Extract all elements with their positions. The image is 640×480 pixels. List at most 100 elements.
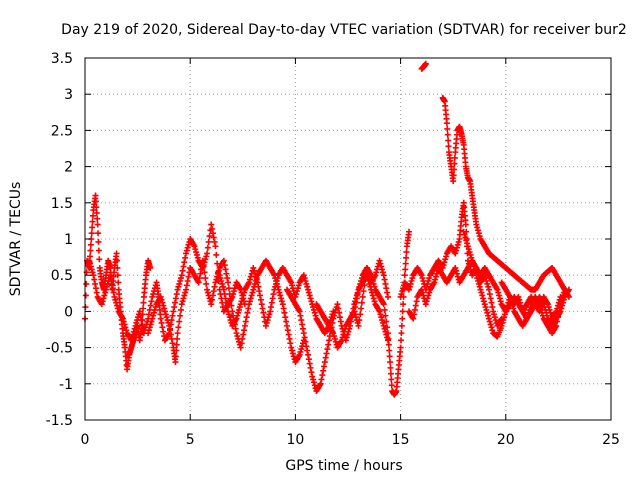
data-point <box>298 317 305 324</box>
data-point <box>305 351 312 358</box>
data-point <box>214 260 221 267</box>
data-point <box>385 335 392 342</box>
data-point <box>172 359 179 366</box>
data-point <box>172 295 179 302</box>
data-point <box>257 292 264 299</box>
data-point <box>377 260 384 267</box>
data-point <box>413 298 420 305</box>
data-point <box>228 302 235 309</box>
data-point <box>455 238 462 245</box>
data-point <box>469 260 476 267</box>
data-point <box>285 331 292 338</box>
data-point <box>357 311 364 318</box>
data-point <box>355 322 362 329</box>
data-point <box>464 243 471 250</box>
data-point <box>494 286 501 293</box>
data-point <box>160 302 167 309</box>
data-point <box>185 273 192 280</box>
data-point <box>199 257 206 264</box>
data-point <box>224 304 231 311</box>
data-point <box>462 221 469 228</box>
data-point <box>334 301 341 308</box>
data-point <box>152 304 159 311</box>
data-point <box>484 309 491 316</box>
data-point <box>174 335 181 342</box>
data-point <box>411 311 418 318</box>
data-point <box>422 301 429 308</box>
data-point <box>386 353 393 360</box>
data-point <box>337 314 344 321</box>
data-point <box>237 301 244 308</box>
data-point <box>408 277 415 284</box>
data-point <box>264 317 271 324</box>
data-point <box>369 277 376 284</box>
data-point <box>93 209 100 216</box>
data-point <box>331 335 338 342</box>
data-point <box>412 302 419 309</box>
data-point <box>133 319 140 326</box>
data-point <box>223 299 230 306</box>
series-group <box>351 228 413 398</box>
data-point <box>246 276 253 283</box>
data-point <box>182 250 189 257</box>
data-point <box>221 291 228 298</box>
data-point <box>300 330 307 337</box>
data-point <box>305 289 312 296</box>
data-point <box>213 276 220 283</box>
data-point <box>496 292 503 299</box>
data-point <box>175 324 182 331</box>
data-point <box>406 286 413 293</box>
data-point <box>243 314 250 321</box>
data-point <box>301 334 308 341</box>
data-point <box>303 343 310 350</box>
data-point <box>403 254 410 261</box>
y-tick-label: -1 <box>59 377 73 393</box>
data-point <box>445 143 452 150</box>
x-tick-label: 20 <box>497 432 515 448</box>
data-point <box>524 312 531 319</box>
data-point <box>369 292 376 299</box>
data-point <box>169 340 176 347</box>
data-point <box>450 178 457 185</box>
data-point <box>384 330 391 337</box>
y-tick-label: 2.5 <box>51 123 73 139</box>
data-point <box>289 347 296 354</box>
data-point <box>474 224 481 231</box>
data-point <box>383 318 390 325</box>
data-point <box>158 319 165 326</box>
data-point <box>130 328 137 335</box>
data-point <box>170 308 177 315</box>
data-point <box>461 231 468 238</box>
data-point <box>466 249 473 256</box>
data-points <box>82 60 572 398</box>
data-point <box>254 279 261 286</box>
data-point <box>83 280 90 287</box>
data-point <box>320 367 327 374</box>
data-point <box>113 299 120 306</box>
data-point <box>368 289 375 296</box>
data-point <box>509 302 516 309</box>
data-point <box>307 295 314 302</box>
data-point <box>303 280 310 287</box>
data-point <box>248 292 255 299</box>
data-point <box>92 280 99 287</box>
data-point <box>442 256 449 263</box>
data-point <box>111 293 118 300</box>
data-point <box>271 286 278 293</box>
data-point <box>101 292 108 299</box>
data-point <box>294 288 301 295</box>
data-point <box>92 198 99 205</box>
data-point <box>482 304 489 311</box>
data-point <box>103 283 110 290</box>
data-point <box>96 256 103 263</box>
data-point <box>140 305 147 312</box>
data-point <box>222 295 229 302</box>
data-point <box>492 317 499 324</box>
data-point <box>359 293 366 300</box>
series-group <box>145 257 307 366</box>
data-point <box>319 372 326 379</box>
data-point <box>221 262 228 269</box>
data-point <box>148 318 155 325</box>
data-point <box>477 286 484 293</box>
